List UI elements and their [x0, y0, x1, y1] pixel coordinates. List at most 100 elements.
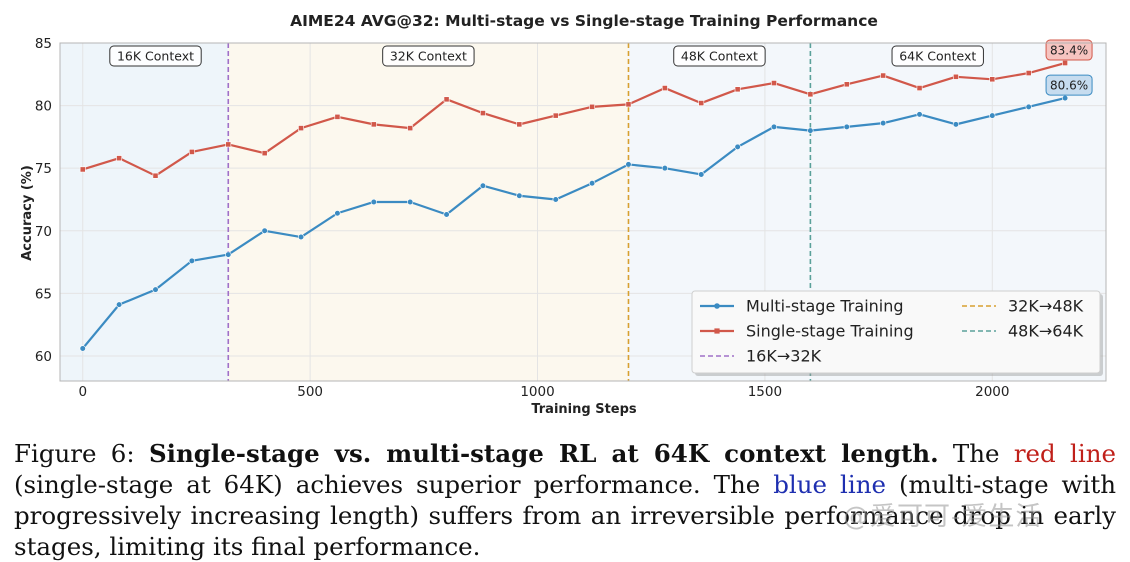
data-point: [661, 165, 668, 172]
data-point: [188, 149, 195, 155]
data-point: [334, 113, 341, 120]
data-point: [589, 103, 595, 110]
data-point: [516, 121, 523, 128]
data-point: [880, 120, 887, 127]
series-line-single-stage: [82, 61, 1066, 177]
data-point: [843, 123, 850, 130]
data-point: [807, 91, 814, 98]
data-point: [880, 72, 887, 79]
data-point: [334, 210, 341, 217]
data-point: [734, 86, 741, 93]
data-point: [734, 143, 741, 151]
y-axis-label: Accuracy (%): [20, 165, 35, 261]
caption-blue-line: blue line: [773, 470, 886, 499]
data-point: [116, 301, 123, 308]
stage-region-2: [228, 43, 629, 381]
data-point: [479, 182, 487, 189]
x-tick-label: 0: [78, 384, 87, 400]
data-point: [843, 81, 850, 88]
legend-box: [691, 290, 1101, 374]
data-point: [1025, 70, 1032, 76]
end-label-box: [1045, 39, 1093, 61]
data-point: [661, 85, 668, 91]
legend-marker: [714, 303, 720, 309]
data-point: [552, 112, 559, 119]
chart: AIME24 AVG@32: Multi-stage vs Single-sta…: [20, 12, 1107, 417]
caption-bold: Single-stage vs. multi-stage RL at 64K c…: [148, 439, 939, 468]
data-point: [297, 233, 305, 241]
data-point: [698, 171, 705, 178]
data-point: [370, 198, 377, 206]
data-point: [953, 73, 959, 80]
end-label: 83.4%: [1050, 44, 1088, 58]
stage-label-box: [109, 45, 202, 67]
y-tick-label: 65: [35, 286, 52, 302]
legend-label: Single-stage Training: [746, 322, 914, 341]
legend-label: Multi-stage Training: [746, 297, 904, 316]
x-tick-label: 2000: [975, 384, 1009, 400]
plot-frame: [59, 42, 1107, 382]
data-point: [298, 125, 304, 132]
caption-text-2: (single-stage at 64K) achieves superior …: [14, 470, 774, 499]
data-point: [1061, 94, 1069, 102]
caption-prefix: Figure 6:: [14, 439, 149, 468]
stage-label: 64K Context: [899, 49, 976, 64]
stage-label: 16K Context: [117, 49, 194, 64]
data-point: [480, 110, 486, 117]
data-point: [261, 150, 268, 157]
x-tick-label: 500: [297, 384, 323, 400]
y-tick-label: 80: [35, 99, 52, 115]
x-tick-label: 1500: [748, 384, 782, 400]
data-point: [916, 85, 923, 91]
watermark: @爱可可-爱生活: [843, 502, 1043, 532]
data-point: [225, 251, 232, 258]
chart-title: AIME24 AVG@32: Multi-stage vs Single-sta…: [290, 12, 878, 30]
data-point: [407, 125, 414, 132]
data-point: [588, 180, 596, 187]
stage-label: 32K Context: [390, 49, 467, 64]
data-point: [370, 121, 377, 128]
stage-region-1: [60, 43, 229, 381]
y-tick-label: 85: [35, 36, 52, 52]
data-point: [188, 257, 195, 264]
data-point: [79, 166, 86, 173]
x-tick-label: 1000: [520, 384, 554, 400]
y-tick-label: 60: [35, 349, 52, 365]
data-point: [552, 196, 559, 203]
legend-label: 16K→32K: [746, 347, 822, 366]
data-point: [989, 112, 996, 119]
end-label: 80.6%: [1050, 79, 1088, 93]
series-line-multi-stage: [81, 97, 1066, 350]
caption-red-line: red line: [1013, 439, 1116, 468]
legend-label: 32K→48K: [1008, 297, 1084, 316]
data-point: [261, 227, 268, 234]
data-point: [407, 198, 414, 206]
y-tick-label: 70: [35, 224, 52, 240]
data-point: [698, 100, 705, 106]
legend: Multi-stage Training Single-stage Trainin…: [691, 290, 1103, 376]
stage-label: 48K Context: [681, 49, 758, 64]
data-point: [807, 127, 814, 134]
legend-marker: [714, 328, 720, 334]
data-point: [516, 192, 523, 199]
data-point: [79, 345, 86, 352]
data-point: [152, 286, 159, 293]
caption-text-1: The: [938, 439, 1014, 468]
data-point: [989, 76, 996, 83]
data-point: [1062, 60, 1068, 66]
data-point: [1025, 103, 1032, 110]
data-point: [152, 172, 159, 179]
x-axis-label: Training Steps: [531, 402, 637, 417]
stage-label-box: [891, 45, 984, 67]
data-point: [952, 121, 960, 128]
data-point: [443, 96, 450, 103]
stage-label-box: [673, 45, 766, 67]
y-tick-label: 75: [35, 161, 52, 177]
data-point: [770, 123, 778, 130]
data-point: [625, 161, 632, 168]
data-point: [116, 155, 123, 162]
data-point: [771, 80, 777, 86]
data-point: [443, 211, 450, 218]
data-point: [916, 111, 923, 118]
data-point: [625, 101, 632, 108]
